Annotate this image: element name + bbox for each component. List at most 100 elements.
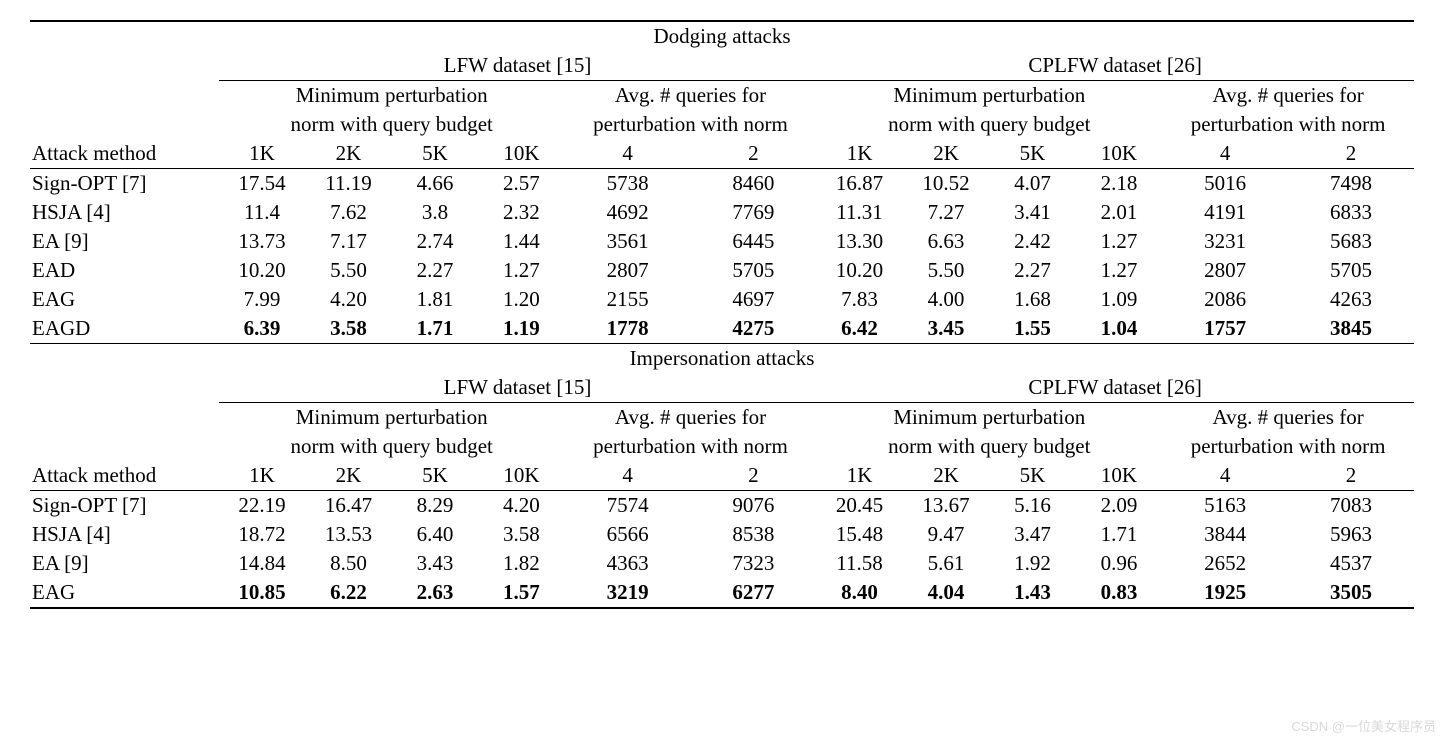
- results-table: Dodging attacksLFW dataset [15] CPLFW dat…: [30, 20, 1414, 609]
- value-cell: 6.39: [219, 314, 305, 344]
- value-cell: 1.71: [1076, 520, 1162, 549]
- value-cell: 8.50: [305, 549, 391, 578]
- value-cell: 7.62: [305, 198, 391, 227]
- section-title: Dodging attacks: [30, 21, 1414, 51]
- value-cell: 7.99: [219, 285, 305, 314]
- col-header: 4: [1162, 139, 1288, 169]
- value-cell: 1.92: [989, 549, 1075, 578]
- value-cell: 4.20: [305, 285, 391, 314]
- value-cell: 2.09: [1076, 491, 1162, 521]
- value-cell: 8.29: [392, 491, 478, 521]
- attack-method-name: EA [9]: [30, 227, 219, 256]
- col-header: 2K: [903, 139, 989, 169]
- value-cell: 1778: [565, 314, 691, 344]
- col-header: 5K: [392, 461, 478, 491]
- value-cell: 0.83: [1076, 578, 1162, 608]
- blank: [30, 110, 219, 139]
- value-cell: 13.30: [816, 227, 902, 256]
- value-cell: 2155: [565, 285, 691, 314]
- value-cell: 8.40: [816, 578, 902, 608]
- attack-method-header: Attack method: [30, 461, 219, 491]
- value-cell: 2.01: [1076, 198, 1162, 227]
- value-cell: 8460: [690, 169, 816, 199]
- value-cell: 5.61: [903, 549, 989, 578]
- value-cell: 5.50: [903, 256, 989, 285]
- value-cell: 13.73: [219, 227, 305, 256]
- value-cell: 10.20: [816, 256, 902, 285]
- value-cell: 6.63: [903, 227, 989, 256]
- value-cell: 4263: [1288, 285, 1414, 314]
- group-header: Minimum perturbation: [219, 81, 565, 111]
- value-cell: 3.47: [989, 520, 1075, 549]
- value-cell: 20.45: [816, 491, 902, 521]
- value-cell: 2.32: [478, 198, 564, 227]
- value-cell: 3.58: [478, 520, 564, 549]
- dataset-label: CPLFW dataset [26]: [816, 373, 1414, 403]
- group-header: Avg. # queries for: [565, 81, 817, 111]
- value-cell: 2.74: [392, 227, 478, 256]
- value-cell: 4.07: [989, 169, 1075, 199]
- value-cell: 10.20: [219, 256, 305, 285]
- value-cell: 3505: [1288, 578, 1414, 608]
- attack-method-header: Attack method: [30, 139, 219, 169]
- value-cell: 4.20: [478, 491, 564, 521]
- col-header: 10K: [1076, 461, 1162, 491]
- value-cell: 1.27: [1076, 256, 1162, 285]
- value-cell: 3.45: [903, 314, 989, 344]
- value-cell: 7574: [565, 491, 691, 521]
- value-cell: 5738: [565, 169, 691, 199]
- group-header: Avg. # queries for: [1162, 403, 1414, 433]
- value-cell: 5683: [1288, 227, 1414, 256]
- group-header: Avg. # queries for: [565, 403, 817, 433]
- group-header: norm with query budget: [816, 432, 1162, 461]
- value-cell: 1.68: [989, 285, 1075, 314]
- group-header: Avg. # queries for: [1162, 81, 1414, 111]
- value-cell: 1757: [1162, 314, 1288, 344]
- value-cell: 16.47: [305, 491, 391, 521]
- group-header: perturbation with norm: [1162, 432, 1414, 461]
- value-cell: 9.47: [903, 520, 989, 549]
- value-cell: 2.27: [989, 256, 1075, 285]
- value-cell: 5963: [1288, 520, 1414, 549]
- value-cell: 4537: [1288, 549, 1414, 578]
- value-cell: 9076: [690, 491, 816, 521]
- value-cell: 7769: [690, 198, 816, 227]
- value-cell: 3219: [565, 578, 691, 608]
- dataset-label: LFW dataset [15]: [219, 51, 817, 81]
- value-cell: 2652: [1162, 549, 1288, 578]
- value-cell: 1.04: [1076, 314, 1162, 344]
- value-cell: 4.00: [903, 285, 989, 314]
- value-cell: 8538: [690, 520, 816, 549]
- value-cell: 7083: [1288, 491, 1414, 521]
- attack-method-name: HSJA [4]: [30, 198, 219, 227]
- value-cell: 6445: [690, 227, 816, 256]
- value-cell: 1.57: [478, 578, 564, 608]
- col-header: 2K: [903, 461, 989, 491]
- col-header: 4: [1162, 461, 1288, 491]
- value-cell: 3845: [1288, 314, 1414, 344]
- value-cell: 3.58: [305, 314, 391, 344]
- value-cell: 0.96: [1076, 549, 1162, 578]
- attack-method-name: Sign-OPT [7]: [30, 491, 219, 521]
- value-cell: 3.43: [392, 549, 478, 578]
- blank: [30, 373, 219, 403]
- value-cell: 7.27: [903, 198, 989, 227]
- col-header: 4: [565, 461, 691, 491]
- col-header: 2K: [305, 461, 391, 491]
- bottom-rule: [30, 608, 1414, 609]
- blank: [30, 51, 219, 81]
- value-cell: 1.27: [478, 256, 564, 285]
- value-cell: 14.84: [219, 549, 305, 578]
- value-cell: 1.82: [478, 549, 564, 578]
- col-header: 2: [1288, 461, 1414, 491]
- attack-method-name: EAG: [30, 285, 219, 314]
- col-header: 2: [690, 139, 816, 169]
- value-cell: 2086: [1162, 285, 1288, 314]
- value-cell: 3231: [1162, 227, 1288, 256]
- value-cell: 1.81: [392, 285, 478, 314]
- attack-method-name: Sign-OPT [7]: [30, 169, 219, 199]
- group-header: Minimum perturbation: [219, 403, 565, 433]
- value-cell: 7323: [690, 549, 816, 578]
- value-cell: 3.8: [392, 198, 478, 227]
- value-cell: 4275: [690, 314, 816, 344]
